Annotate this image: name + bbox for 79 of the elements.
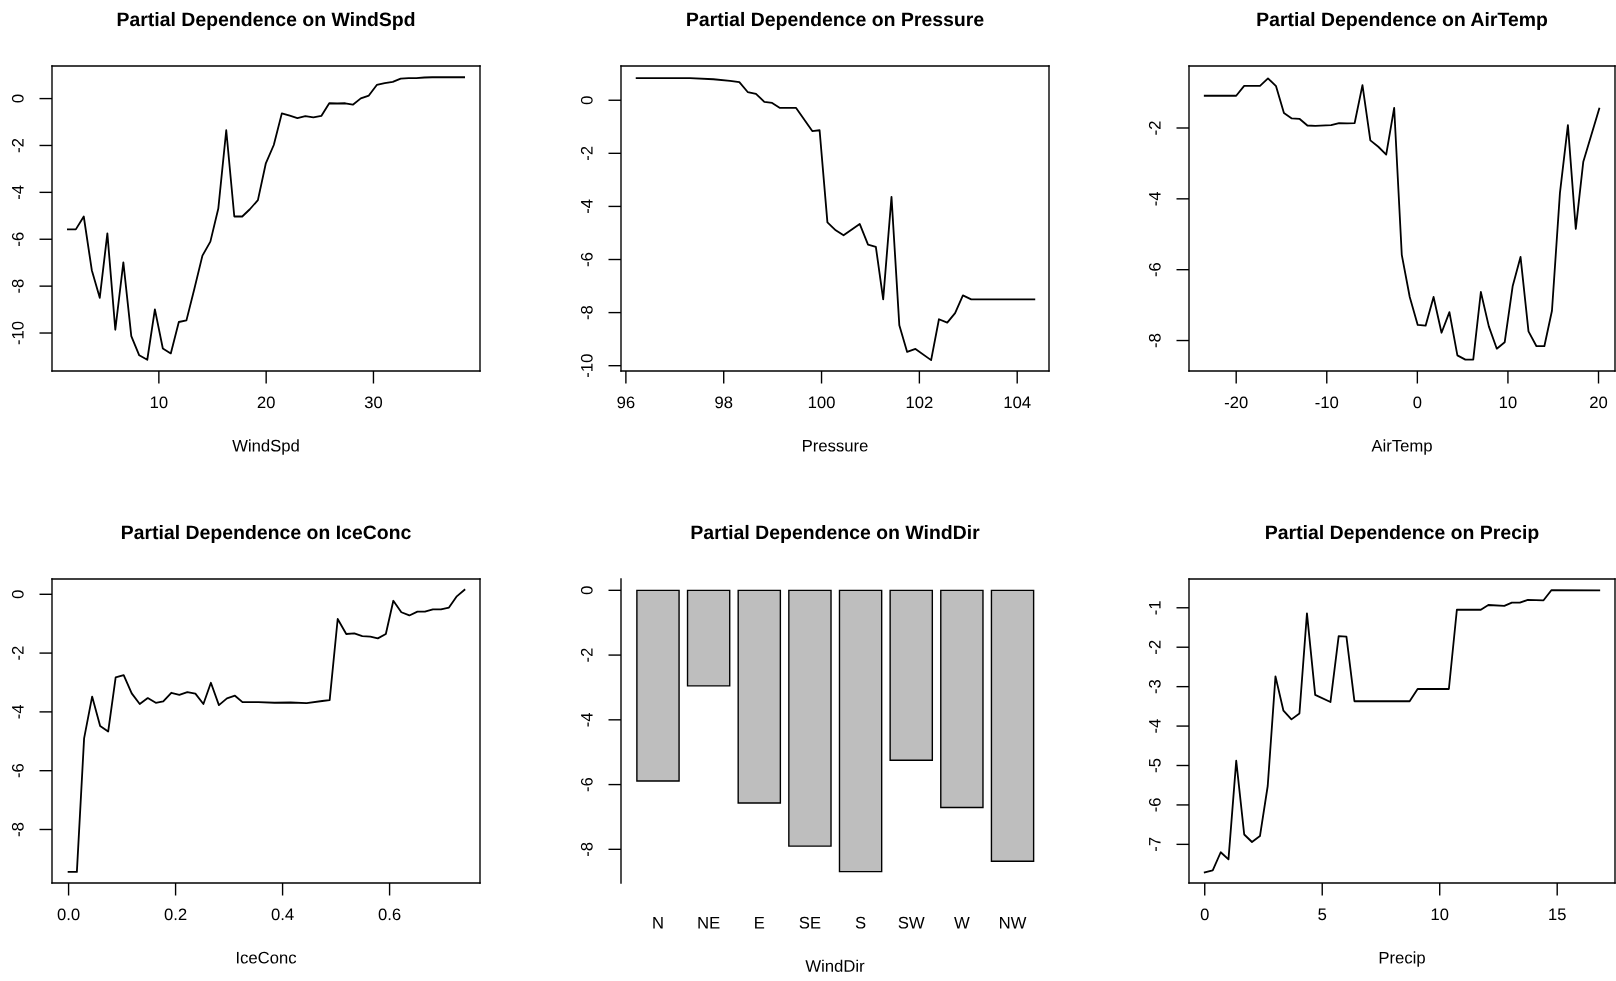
y-tick-label: -8 (11, 822, 24, 837)
y-tick-label: -2 (1148, 640, 1161, 654)
x-tick-label: 15 (1549, 908, 1566, 921)
x-tick-label: 0.4 (271, 908, 294, 921)
x-tick-label: 0 (1200, 908, 1209, 921)
x-axis-title: Precip (1379, 951, 1425, 967)
y-tick-label: -4 (12, 704, 24, 719)
y-tick-label: -4 (1149, 719, 1161, 733)
x-tick-label: -20 (1224, 396, 1248, 409)
x-tick-label: 0 (1413, 396, 1422, 409)
y-tick-label: -8 (580, 842, 593, 856)
x-tick-label: 20 (257, 396, 275, 409)
x-tick-label: 30 (364, 396, 383, 409)
x-tick-label: 104 (1004, 396, 1031, 409)
x-tick-label: 102 (906, 396, 933, 409)
x-tick-label: E (755, 916, 765, 929)
y-tick-label: 0 (580, 586, 593, 595)
y-tick-label: 0 (11, 590, 24, 599)
x-tick-label: 0.0 (57, 908, 80, 921)
x-tick-label: -10 (1315, 396, 1339, 409)
chart-title: Partial Dependence on Precip (1266, 524, 1539, 544)
x-tick-label: 10 (1499, 396, 1517, 409)
x-axis-title: AirTemp (1371, 439, 1432, 455)
y-tick-label: 0 (580, 96, 593, 105)
y-tick-label: -10 (11, 321, 24, 345)
x-tick-label: 100 (808, 396, 835, 409)
y-tick-label: -2 (580, 648, 593, 662)
line-series (1203, 589, 1601, 874)
y-tick-label: -6 (580, 777, 593, 792)
x-tick-label: SE (799, 916, 821, 929)
y-tick-label: -4 (581, 199, 593, 214)
x-tick-label: SW (898, 916, 925, 929)
x-axis-title: Pressure (803, 439, 868, 452)
y-tick-label: -10 (580, 354, 593, 377)
x-axis-title: WindSpd (232, 439, 299, 455)
x-tick-label: 10 (1431, 908, 1449, 921)
x-tick-label: N (653, 916, 663, 929)
x-tick-label: 5 (1318, 908, 1327, 921)
y-tick-label: -6 (1148, 263, 1161, 277)
x-tick-label: 96 (617, 396, 635, 409)
y-tick-label: -4 (12, 185, 24, 200)
x-tick-label: 0.2 (164, 908, 187, 921)
chart-title: Partial Dependence on Pressure (687, 11, 984, 31)
chart-title: Partial Dependence on AirTemp (1257, 11, 1548, 31)
y-tick-label: -8 (580, 305, 593, 320)
x-tick-label: 20 (1590, 396, 1608, 409)
y-tick-label: -4 (581, 712, 593, 727)
x-tick-label: W (954, 916, 970, 929)
y-tick-label: -6 (11, 764, 24, 778)
y-tick-label: -2 (580, 146, 593, 160)
x-tick-label: S (855, 916, 866, 929)
chart-title: Partial Dependence on WindDir (691, 524, 980, 544)
y-tick-label: -4 (1149, 191, 1161, 206)
chart-title: Partial Dependence on WindSpd (117, 11, 415, 31)
line-series (66, 76, 466, 361)
y-tick-label: -2 (11, 138, 24, 153)
y-tick-label: -6 (580, 252, 593, 267)
line-series (1203, 77, 1601, 361)
x-axis-title: IceConc (236, 951, 297, 964)
x-tick-label: 0.6 (378, 908, 401, 921)
y-tick-label: -8 (11, 279, 24, 293)
y-tick-label: -2 (11, 646, 24, 660)
y-tick-label: -6 (1148, 798, 1161, 812)
line-series (67, 588, 466, 873)
x-tick-label: NW (1000, 916, 1027, 929)
y-tick-label: -5 (1149, 758, 1161, 773)
y-tick-label: -7 (1149, 837, 1161, 852)
y-tick-label: -1 (1149, 601, 1161, 615)
x-tick-label: 10 (150, 396, 168, 409)
chart-title: Partial Dependence on IceConc (121, 524, 411, 544)
y-tick-label: -3 (1148, 679, 1161, 694)
x-axis-title: WindDir (805, 959, 865, 972)
line-series (635, 77, 1036, 362)
y-tick-label: 0 (11, 94, 24, 103)
y-tick-label: -8 (1148, 333, 1161, 348)
x-tick-label: 98 (715, 396, 733, 409)
y-tick-label: -6 (11, 232, 24, 246)
y-tick-label: -2 (1148, 121, 1161, 135)
x-tick-label: NE (698, 916, 720, 929)
